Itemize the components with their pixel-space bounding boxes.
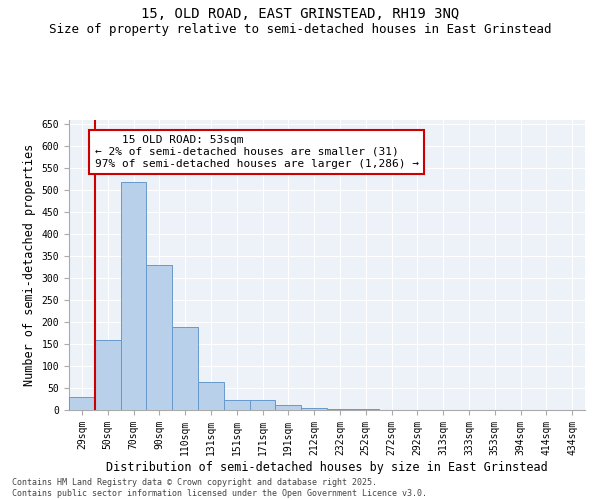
Bar — [146, 265, 172, 410]
Text: 15, OLD ROAD, EAST GRINSTEAD, RH19 3NQ: 15, OLD ROAD, EAST GRINSTEAD, RH19 3NQ — [141, 8, 459, 22]
Bar — [198, 382, 224, 410]
Bar — [353, 409, 379, 410]
X-axis label: Distribution of semi-detached houses by size in East Grinstead: Distribution of semi-detached houses by … — [106, 460, 548, 473]
Bar — [301, 408, 327, 410]
Text: 15 OLD ROAD: 53sqm
← 2% of semi-detached houses are smaller (31)
97% of semi-det: 15 OLD ROAD: 53sqm ← 2% of semi-detached… — [95, 136, 419, 168]
Bar — [250, 400, 275, 410]
Bar — [224, 400, 250, 410]
Bar — [121, 182, 146, 410]
Bar — [275, 404, 301, 410]
Text: Size of property relative to semi-detached houses in East Grinstead: Size of property relative to semi-detach… — [49, 22, 551, 36]
Bar — [327, 408, 353, 410]
Bar — [172, 326, 198, 410]
Bar — [69, 397, 95, 410]
Bar — [95, 340, 121, 410]
Y-axis label: Number of semi-detached properties: Number of semi-detached properties — [23, 144, 36, 386]
Text: Contains HM Land Registry data © Crown copyright and database right 2025.
Contai: Contains HM Land Registry data © Crown c… — [12, 478, 427, 498]
